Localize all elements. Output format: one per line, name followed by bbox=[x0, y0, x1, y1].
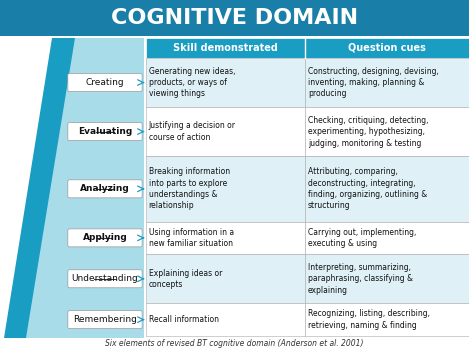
Text: Skill demonstrated: Skill demonstrated bbox=[173, 43, 278, 53]
Bar bbox=[146, 38, 469, 58]
Text: Creating: Creating bbox=[86, 78, 124, 87]
Text: Evaluating: Evaluating bbox=[78, 127, 132, 136]
Text: Six elements of revised BT cognitive domain (Anderson et al. 2001): Six elements of revised BT cognitive dom… bbox=[106, 338, 364, 348]
Bar bbox=[146, 254, 305, 303]
Bar bbox=[146, 107, 305, 156]
Text: Recognizing, listing, describing,
retrieving, naming & finding: Recognizing, listing, describing, retrie… bbox=[308, 309, 430, 330]
Bar bbox=[146, 222, 305, 254]
Text: Generating new ideas,
products, or ways of
viewing things: Generating new ideas, products, or ways … bbox=[148, 67, 235, 98]
Text: Constructing, designing, devising,
inventing, making, planning &
producing: Constructing, designing, devising, inven… bbox=[308, 67, 439, 98]
Text: Justifying a decision or
course of action: Justifying a decision or course of actio… bbox=[148, 121, 236, 142]
Text: Recall information: Recall information bbox=[148, 315, 219, 324]
Bar bbox=[305, 254, 469, 303]
FancyBboxPatch shape bbox=[68, 229, 142, 247]
Bar bbox=[305, 303, 469, 336]
FancyBboxPatch shape bbox=[68, 74, 142, 92]
FancyBboxPatch shape bbox=[68, 311, 142, 329]
FancyBboxPatch shape bbox=[68, 122, 142, 141]
Text: Carrying out, implementing,
executing & using: Carrying out, implementing, executing & … bbox=[308, 228, 416, 248]
Bar bbox=[305, 156, 469, 222]
Text: Question cues: Question cues bbox=[348, 43, 426, 53]
Text: Explaining ideas or
concepts: Explaining ideas or concepts bbox=[148, 269, 222, 289]
Bar bbox=[146, 156, 305, 222]
Bar bbox=[305, 222, 469, 254]
Bar bbox=[146, 303, 305, 336]
Text: Applying: Applying bbox=[82, 233, 128, 242]
Text: Analyzing: Analyzing bbox=[80, 184, 130, 193]
Bar bbox=[146, 58, 305, 107]
Bar bbox=[305, 107, 469, 156]
Text: Interpreting, summarizing,
paraphrasing, classifying &
explaining: Interpreting, summarizing, paraphrasing,… bbox=[308, 263, 413, 295]
Text: Attributing, comparing,
deconstructing, integrating,
finding, organizing, outlin: Attributing, comparing, deconstructing, … bbox=[308, 167, 427, 211]
Bar bbox=[305, 58, 469, 107]
Text: Breaking information
into parts to explore
understandings &
relationship: Breaking information into parts to explo… bbox=[148, 167, 230, 211]
Text: COGNITIVE DOMAIN: COGNITIVE DOMAIN bbox=[111, 8, 358, 28]
Polygon shape bbox=[26, 38, 144, 338]
FancyBboxPatch shape bbox=[68, 180, 142, 198]
Text: Checking, critiquing, detecting,
experimenting, hypothesizing,
judging, monitori: Checking, critiquing, detecting, experim… bbox=[308, 116, 428, 148]
Polygon shape bbox=[4, 38, 144, 338]
Text: Understanding: Understanding bbox=[72, 274, 138, 283]
Text: Remembering: Remembering bbox=[73, 315, 137, 324]
Text: Using information in a
new familiar situation: Using information in a new familiar situ… bbox=[148, 228, 234, 248]
FancyBboxPatch shape bbox=[68, 270, 142, 288]
Bar bbox=[0, 0, 469, 36]
